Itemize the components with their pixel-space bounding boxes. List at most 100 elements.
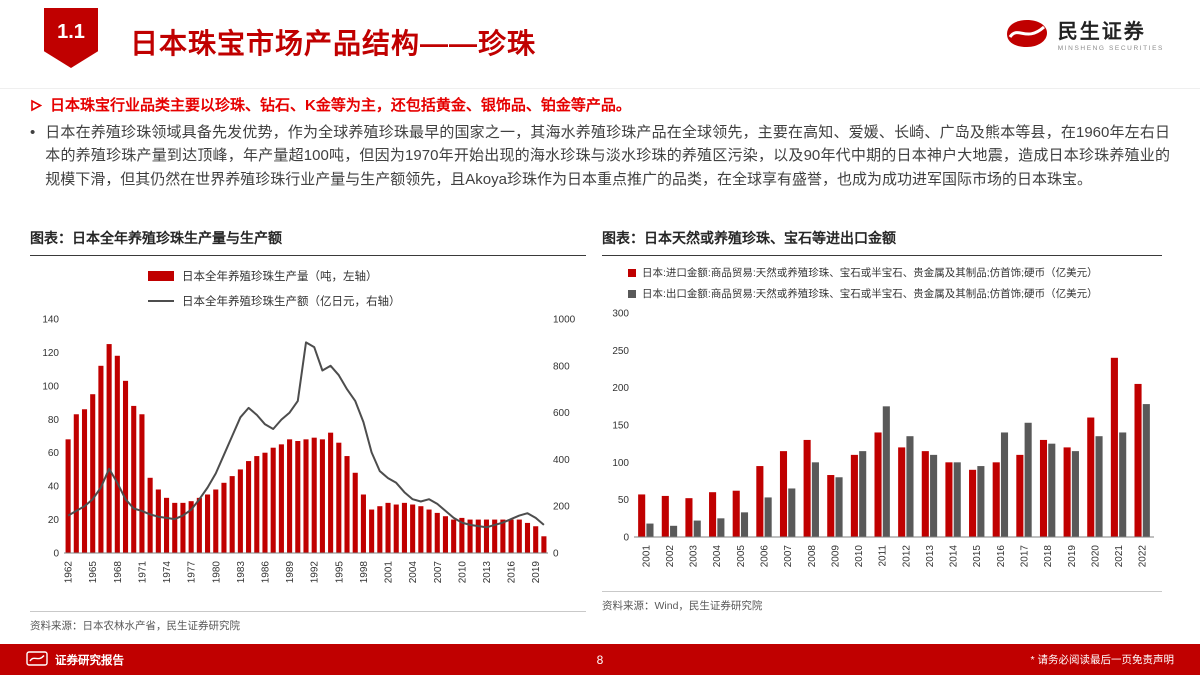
logo-text: 民生证券 MINSHENG SECURITIES <box>1058 21 1164 52</box>
svg-text:20: 20 <box>48 515 60 526</box>
svg-text:200: 200 <box>553 502 570 513</box>
svg-text:2022: 2022 <box>1138 545 1149 568</box>
svg-text:2016: 2016 <box>507 561 518 584</box>
arrow-bullet-icon <box>30 98 43 118</box>
svg-text:2010: 2010 <box>457 561 468 584</box>
svg-text:1968: 1968 <box>113 561 124 584</box>
legend-item-exports: 日本:出口金额:商品贸易:天然或养殖珍珠、宝石或半宝石、贵金属及其制品;仿首饰;… <box>628 287 1162 302</box>
minsheng-logo-icon <box>1004 18 1050 56</box>
svg-text:2016: 2016 <box>996 545 1007 568</box>
footer-report-type: 证券研究报告 <box>55 654 124 667</box>
trade-chart: 0 50 100 150 200 250 300 2001 2002 2003 2004 2005 20… <box>612 309 1154 568</box>
svg-text:1992: 1992 <box>310 561 321 584</box>
key-point-text: 日本珠宝行业品类主要以珍珠、钻石、K金等为主，还包括黄金、银饰品、铂金等产品。 <box>50 97 631 114</box>
footer-disclaimer: * 请务必阅读最后一页免责声明 <box>1030 654 1174 666</box>
footer-report-type-group: 证券研究报告 <box>26 650 124 669</box>
svg-text:1977: 1977 <box>187 561 198 584</box>
legend-item-production-value: 日本全年养殖珍珠生产额（亿日元，右轴） <box>148 293 586 309</box>
svg-text:400: 400 <box>553 455 570 466</box>
import-swatch-icon <box>628 269 636 277</box>
svg-text:1989: 1989 <box>285 561 296 584</box>
svg-text:300: 300 <box>612 309 629 320</box>
svg-text:2001: 2001 <box>384 561 395 584</box>
svg-text:2007: 2007 <box>783 545 794 568</box>
svg-text:140: 140 <box>42 315 59 326</box>
legend-item-imports: 日本:进口金额:商品贸易:天然或养殖珍珠、宝石或半宝石、贵金属及其制品;仿首饰;… <box>628 266 1162 281</box>
svg-text:1995: 1995 <box>334 561 345 584</box>
logo-company-subtitle: MINSHENG SECURITIES <box>1057 45 1164 53</box>
svg-text:2007: 2007 <box>433 561 444 584</box>
svg-text:1965: 1965 <box>88 561 99 584</box>
svg-text:0: 0 <box>553 549 559 560</box>
svg-text:600: 600 <box>553 408 570 419</box>
svg-text:200: 200 <box>612 384 629 395</box>
figure-production: 图表：日本全年养殖珍珠生产量与生产额 日本全年养殖珍珠生产量（吨，左轴） 日本全… <box>30 228 586 633</box>
dot-bullet-marker: • <box>30 124 36 141</box>
left-chart-source: 资料来源：日本农林水产省，民生证券研究院 <box>30 611 586 633</box>
svg-text:2003: 2003 <box>689 545 700 568</box>
svg-text:60: 60 <box>48 448 60 459</box>
right-chart-legend: 日本:进口金额:商品贸易:天然或养殖珍珠、宝石或半宝石、贵金属及其制品;仿首饰;… <box>628 266 1162 301</box>
svg-text:1974: 1974 <box>162 561 173 584</box>
footer-logo-icon <box>26 650 48 669</box>
svg-text:2010: 2010 <box>854 545 865 568</box>
svg-text:120: 120 <box>42 348 59 359</box>
svg-text:2018: 2018 <box>1043 545 1054 568</box>
svg-text:2017: 2017 <box>1020 545 1031 568</box>
svg-text:2004: 2004 <box>712 545 723 568</box>
section-number-badge: 1.1 <box>44 8 98 68</box>
svg-text:0: 0 <box>623 533 629 544</box>
right-chart-caption: 图表：日本天然或养殖珍珠、宝石等进出口金额 <box>602 228 1162 256</box>
svg-text:2008: 2008 <box>807 545 818 568</box>
page-title: 日本珠宝市场产品结构——珍珠 <box>130 28 537 59</box>
section-number: 1.1 <box>57 20 85 43</box>
svg-text:1000: 1000 <box>553 315 576 326</box>
svg-text:1980: 1980 <box>211 561 222 584</box>
company-logo: 民生证券 MINSHENG SECURITIES <box>1004 18 1164 56</box>
production-chart: 0 20 40 60 80 100 120 140 0 200 400 600 800 1000 1962 1… <box>42 315 576 584</box>
svg-text:0: 0 <box>53 549 59 560</box>
legend-item-production-volume: 日本全年养殖珍珠生产量（吨，左轴） <box>148 268 586 284</box>
svg-text:1962: 1962 <box>64 561 75 584</box>
legend-label: 日本:进口金额:商品贸易:天然或养殖珍珠、宝石或半宝石、贵金属及其制品;仿首饰;… <box>642 267 1098 279</box>
bar-swatch-icon <box>148 271 174 281</box>
logo-company-name: 民生证券 <box>1057 21 1146 44</box>
svg-text:50: 50 <box>618 496 630 507</box>
svg-text:100: 100 <box>42 381 59 392</box>
svg-text:2005: 2005 <box>736 545 747 568</box>
legend-label: 日本全年养殖珍珠生产额（亿日元，右轴） <box>182 296 401 308</box>
svg-text:1971: 1971 <box>137 561 148 584</box>
figure-trade: 图表：日本天然或养殖珍珠、宝石等进出口金额 日本:进口金额:商品贸易:天然或养殖… <box>602 228 1162 613</box>
svg-text:250: 250 <box>612 346 629 357</box>
svg-text:2009: 2009 <box>830 545 841 568</box>
svg-text:2013: 2013 <box>482 561 493 584</box>
slide-header: 1.1 日本珠宝市场产品结构——珍珠 民生证券 MINSHENG SECURIT… <box>0 0 1200 89</box>
svg-text:100: 100 <box>612 458 629 469</box>
footer-bar: 8 证券研究报告 * 请务必阅读最后一页免责声明 <box>0 644 1200 675</box>
legend-label: 日本:出口金额:商品贸易:天然或养殖珍珠、宝石或半宝石、贵金属及其制品;仿首饰;… <box>642 287 1098 300</box>
svg-text:2019: 2019 <box>531 561 542 584</box>
svg-text:1983: 1983 <box>236 561 247 584</box>
svg-text:2002: 2002 <box>665 545 676 568</box>
right-chart-source: 资料来源：Wind，民生证券研究院 <box>602 591 1162 613</box>
left-chart-legend: 日本全年养殖珍珠生产量（吨，左轴） 日本全年养殖珍珠生产额（亿日元，右轴） <box>148 268 586 309</box>
key-point-row: 日本珠宝行业品类主要以珍珠、钻石、K金等为主，还包括黄金、银饰品、铂金等产品。 <box>30 96 1170 118</box>
svg-text:2020: 2020 <box>1090 545 1101 568</box>
svg-text:2014: 2014 <box>949 545 960 568</box>
svg-text:2015: 2015 <box>972 545 983 568</box>
page-number: 8 <box>596 652 604 667</box>
svg-text:2006: 2006 <box>760 545 771 568</box>
svg-text:2004: 2004 <box>408 561 419 584</box>
svg-text:2001: 2001 <box>641 545 652 568</box>
svg-text:2012: 2012 <box>901 545 912 568</box>
svg-text:1986: 1986 <box>260 561 271 584</box>
svg-text:80: 80 <box>48 415 60 426</box>
svg-text:2011: 2011 <box>878 545 889 567</box>
svg-text:2021: 2021 <box>1114 545 1125 568</box>
legend-label: 日本全年养殖珍珠生产量（吨，左轴） <box>182 271 378 283</box>
body-paragraph: 日本在养殖珍珠领域具备先发优势，作为全球养殖珍珠最早的国家之一，其海水养殖珍珠产… <box>45 124 1170 188</box>
body-paragraph-row: • 日本在养殖珍珠领域具备先发优势，作为全球养殖珍珠最早的国家之一，其海水养殖珍… <box>30 121 1170 191</box>
export-swatch-icon <box>628 289 636 298</box>
svg-text:40: 40 <box>48 482 60 493</box>
